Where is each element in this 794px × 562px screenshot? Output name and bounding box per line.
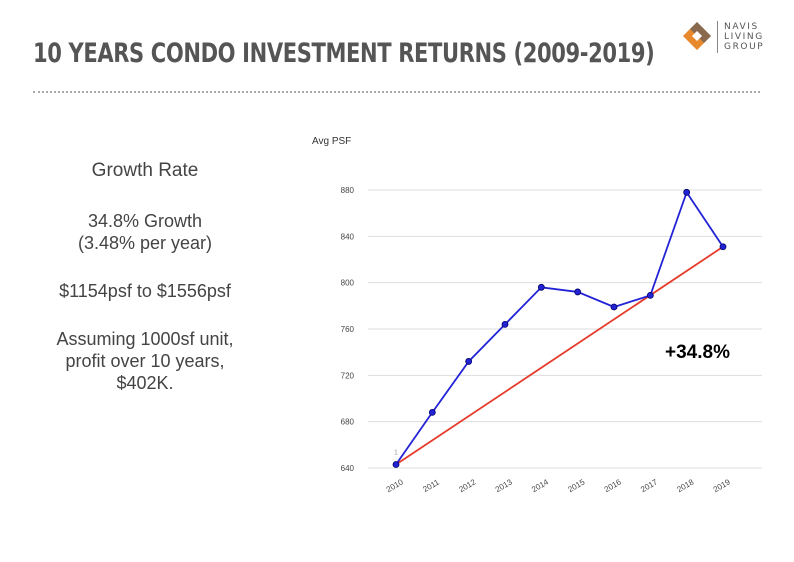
data-point bbox=[428, 408, 436, 416]
logo-word-group: GROUP bbox=[724, 42, 765, 52]
profit-line-3: $402K. bbox=[116, 373, 174, 393]
profit-line-2: profit over 10 years, bbox=[65, 351, 225, 371]
y-tick-label: 680 bbox=[341, 418, 355, 427]
growth-total: 34.8% Growth bbox=[87, 211, 203, 231]
x-tick-label: 2014 bbox=[530, 477, 550, 494]
y-axis-label: Avg PSF bbox=[312, 136, 352, 147]
chart-canvas: 640 680 720 760 800 840 880 2010 2011 2012 2013 201… bbox=[341, 186, 762, 494]
x-tick-label: 2016 bbox=[603, 477, 623, 494]
x-tick-label: 2018 bbox=[675, 477, 695, 494]
title-divider bbox=[33, 91, 760, 93]
company-logo: NAVIS LIVING GROUP bbox=[679, 18, 779, 58]
data-point bbox=[719, 243, 727, 251]
y-tick-label: 760 bbox=[341, 325, 355, 334]
price-change: $1154psf to $1556psf bbox=[59, 281, 231, 301]
profit-note: Assuming 1000sf unit, profit over 10 yea… bbox=[20, 328, 270, 394]
profit-line-1: Assuming 1000sf unit, bbox=[56, 329, 234, 349]
first-point-label: 1 bbox=[394, 450, 398, 457]
x-tick-label: 2015 bbox=[566, 477, 586, 494]
data-point bbox=[392, 461, 400, 468]
data-point bbox=[537, 283, 545, 291]
summary-panel: Growth Rate 34.8% Growth (3.48% per year… bbox=[20, 160, 270, 420]
y-tick-label: 720 bbox=[341, 371, 355, 380]
data-point bbox=[465, 358, 473, 365]
logo-separator bbox=[717, 21, 718, 53]
data-point bbox=[683, 188, 691, 196]
growth-value: 34.8% Growth (3.48% per year) bbox=[20, 210, 270, 254]
y-tick-label: 840 bbox=[341, 232, 355, 241]
y-tick-label: 880 bbox=[341, 186, 355, 195]
y-tick-label: 800 bbox=[341, 279, 355, 288]
logo-word-living: LIVING bbox=[724, 32, 764, 42]
data-point bbox=[574, 288, 582, 296]
logo-mark-icon bbox=[683, 22, 711, 50]
avg-psf-line-chart: 640 680 720 760 800 840 880 2010 2011 2012 2013 201… bbox=[300, 120, 770, 510]
logo-wordmark: NAVIS LIVING GROUP bbox=[724, 22, 764, 52]
data-point bbox=[646, 292, 654, 299]
x-tick-label: 2011 bbox=[421, 477, 441, 494]
trend-line bbox=[395, 246, 724, 466]
growth-annotation: +34.8% bbox=[665, 342, 730, 363]
growth-rate-heading: Growth Rate bbox=[91, 160, 199, 181]
x-tick-label: 2019 bbox=[712, 477, 732, 494]
x-tick-label: 2017 bbox=[639, 477, 659, 494]
y-tick-label: 640 bbox=[341, 464, 355, 473]
data-point bbox=[501, 320, 509, 328]
x-tick-label: 2013 bbox=[494, 477, 514, 494]
x-tick-label: 2012 bbox=[457, 477, 477, 494]
series-line bbox=[395, 190, 724, 466]
data-point bbox=[610, 303, 618, 311]
growth-per-year: (3.48% per year) bbox=[77, 233, 213, 253]
x-tick-label: 2010 bbox=[385, 477, 405, 494]
page-title: 10 YEARS CONDO INVESTMENT RETURNS (2009-… bbox=[33, 38, 655, 69]
logo-word-navis: NAVIS bbox=[724, 22, 759, 32]
